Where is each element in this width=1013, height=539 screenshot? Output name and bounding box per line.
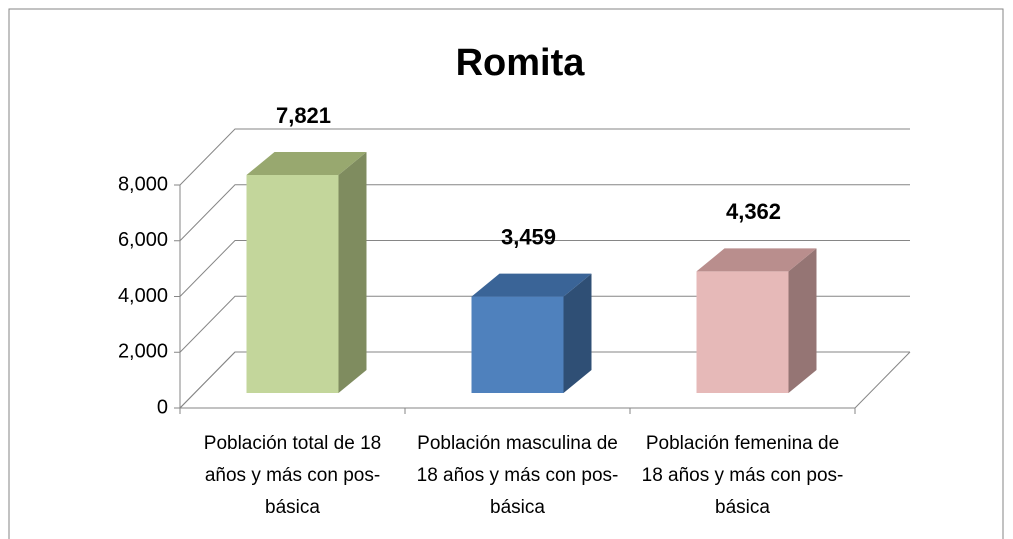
y-tick-label: 6,000 (118, 229, 168, 251)
floor-edge (854, 351, 911, 409)
x-tick-label: Población total de 18 años y más con pos… (203, 433, 382, 518)
value-label: 7,821 (276, 103, 331, 128)
grid-line (179, 184, 910, 242)
x-tick-label: Población masculina de 18 años y más con… (416, 433, 619, 518)
bar-side (788, 248, 817, 393)
bar-side (563, 273, 592, 393)
chart-frame (8, 8, 1004, 539)
x-tick-label: Población femenina de 18 años y más con … (641, 433, 844, 518)
grid-line (179, 240, 910, 297)
value-label: 3,459 (501, 224, 556, 249)
bar-top (246, 151, 367, 175)
grid-line (179, 295, 910, 353)
bar-front (696, 271, 789, 393)
y-tick-label: 4,000 (118, 285, 168, 307)
bar-side (338, 151, 367, 393)
y-tick-label: 8,000 (118, 173, 168, 195)
grid-line (179, 128, 910, 186)
value-label: 4,362 (726, 199, 781, 224)
bar-top (471, 273, 592, 297)
grid-line (179, 351, 910, 409)
bar-front (246, 174, 339, 393)
chart-title: Romita (456, 42, 586, 84)
y-tick-label: 2,000 (118, 341, 168, 363)
y-tick-label: 0 (157, 396, 168, 418)
bar-front (471, 296, 564, 393)
bar-top (696, 248, 817, 272)
